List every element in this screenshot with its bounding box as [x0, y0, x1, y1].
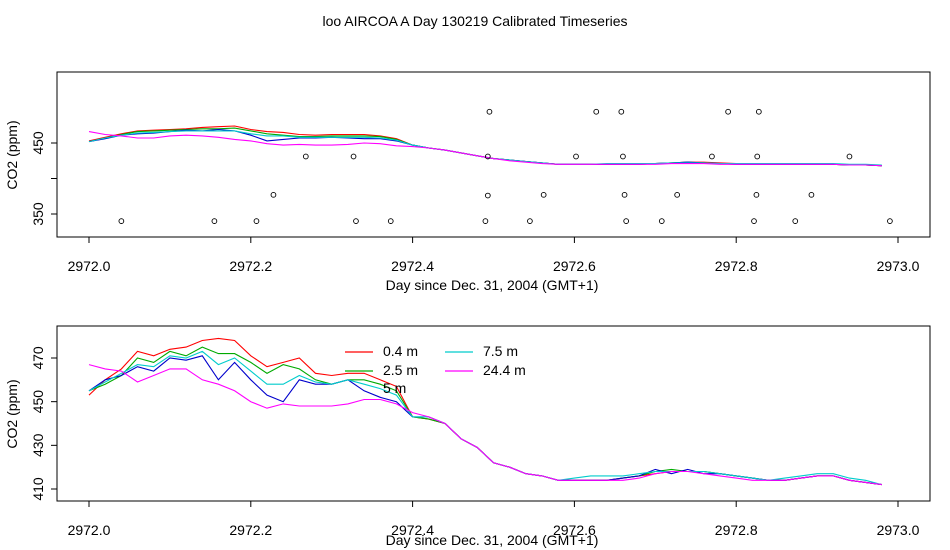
data-point — [756, 108, 762, 115]
top-y-label: CO2 (ppm) — [4, 120, 20, 189]
data-point — [270, 191, 277, 198]
x-tick-label: 2972.4 — [391, 522, 434, 538]
data-point — [482, 218, 489, 224]
data-point — [725, 108, 731, 115]
top-x-label: Day since Dec. 31, 2004 (GMT+1) — [386, 277, 599, 293]
y-tick-label: 450 — [30, 390, 46, 414]
bottom-y-label: CO2 (ppm) — [4, 379, 20, 448]
data-point — [387, 218, 394, 224]
figure-title: loo AIRCOA A Day 130219 Calibrated Times… — [322, 13, 627, 29]
legend-label: 24.4 m — [483, 362, 526, 378]
top-y-axis: 350 450 — [30, 131, 57, 226]
bottom-panel: 2972.0 2972.2 2972.4 2972.6 2972.8 2973.0 410… — [4, 325, 931, 548]
data-point — [674, 191, 680, 198]
top-x-axis: 2972.0 2972.2 2972.4 2972.6 2972.8 2973.0 — [68, 236, 920, 274]
y-tick-label: 470 — [30, 346, 46, 370]
data-point — [484, 192, 491, 199]
data-point — [792, 218, 799, 224]
data-point — [887, 218, 893, 224]
x-tick-label: 2973.0 — [877, 522, 920, 538]
series-line-2-5-m — [88, 127, 882, 167]
data-point — [118, 218, 125, 224]
data-point — [350, 153, 357, 160]
data-point — [253, 218, 260, 224]
legend: 0.4 m 2.5 m 5 m 7.5 m 24.4 m — [345, 343, 526, 396]
series-line-0-4-m — [88, 337, 882, 486]
bottom-x-axis: 2972.0 2972.2 2972.4 2972.6 2972.8 2973.0 — [68, 500, 920, 538]
data-point — [540, 191, 547, 198]
x-tick-label: 2972.0 — [68, 258, 111, 274]
data-point — [573, 153, 579, 160]
x-tick-label: 2973.0 — [877, 258, 920, 274]
data-point — [527, 218, 533, 224]
data-point — [658, 218, 665, 224]
y-tick-label: 430 — [30, 433, 46, 457]
series-line-24-4-m — [88, 131, 882, 167]
x-tick-label: 2972.4 — [391, 258, 434, 274]
bottom-y-axis: 410 430 450 470 — [30, 346, 57, 501]
data-point — [486, 108, 493, 115]
data-point — [302, 153, 309, 160]
y-tick-label: 450 — [30, 131, 46, 155]
x-tick-label: 2972.6 — [553, 258, 596, 274]
x-tick-label: 2972.8 — [715, 258, 758, 274]
top-series-lines — [88, 125, 882, 167]
series-line-5-m — [88, 128, 882, 167]
x-tick-label: 2972.2 — [229, 522, 272, 538]
y-tick-label: 350 — [30, 202, 46, 226]
x-tick-label: 2972.0 — [68, 522, 111, 538]
legend-label: 2.5 m — [383, 362, 418, 378]
data-point — [623, 218, 630, 224]
x-tick-label: 2972.6 — [553, 522, 596, 538]
bottom-series-lines — [88, 337, 882, 486]
data-point — [846, 153, 853, 160]
data-point — [621, 191, 628, 198]
data-point — [618, 108, 625, 115]
x-tick-label: 2972.2 — [229, 258, 272, 274]
legend-label: 0.4 m — [383, 343, 418, 359]
data-point — [709, 153, 715, 160]
plot-frame-top — [56, 71, 931, 238]
data-point — [211, 218, 218, 224]
series-line-24-4-m — [88, 364, 882, 486]
data-point — [353, 218, 359, 224]
data-point — [484, 153, 491, 160]
data-point — [754, 153, 761, 160]
data-point — [620, 153, 626, 160]
bottom-x-label: Day since Dec. 31, 2004 (GMT+1) — [386, 532, 599, 548]
x-tick-label: 2972.8 — [715, 522, 758, 538]
data-point — [593, 108, 600, 115]
series-line-0-4-m — [88, 125, 882, 167]
top-panel: 2972.0 2972.2 2972.4 2972.6 2972.8 2973.0 350… — [4, 71, 931, 293]
y-tick-label: 410 — [30, 477, 46, 501]
data-point — [753, 191, 760, 198]
legend-label: 7.5 m — [483, 343, 518, 359]
data-point — [751, 218, 757, 224]
legend-label: 5 m — [383, 380, 406, 396]
top-points — [118, 108, 893, 224]
data-point — [808, 191, 815, 198]
